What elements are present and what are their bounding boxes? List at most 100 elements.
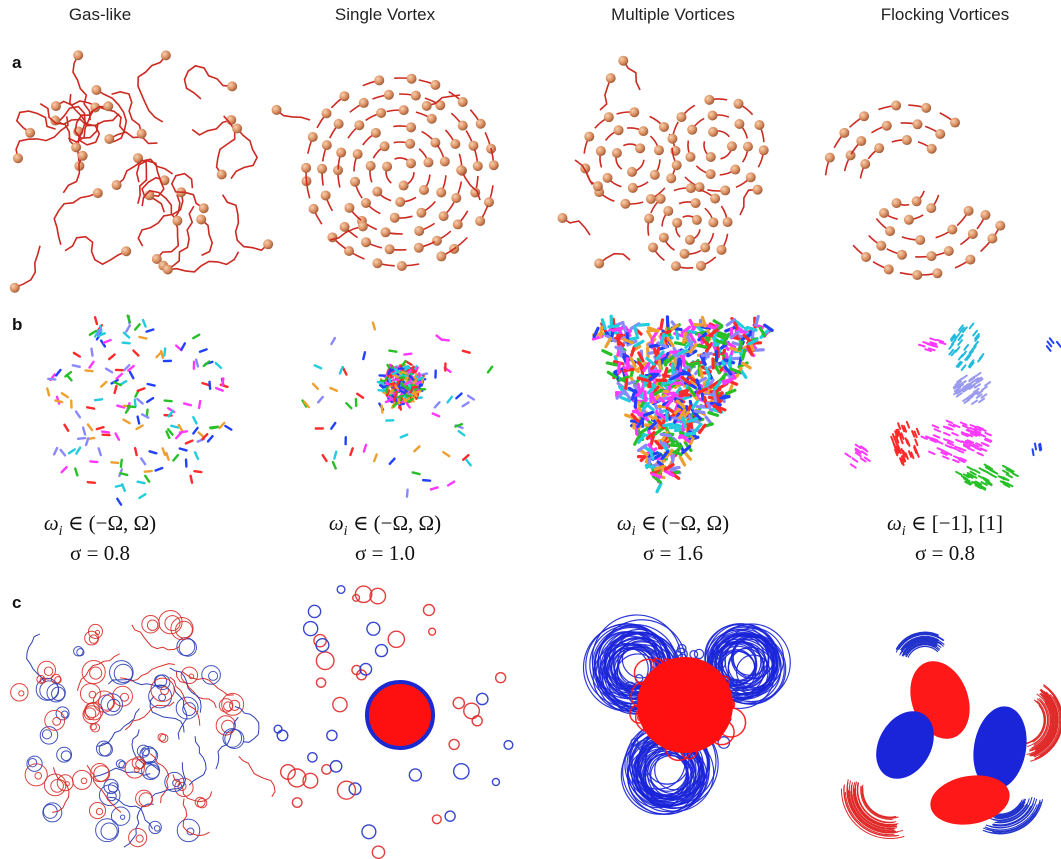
trajectory — [139, 793, 152, 806]
trail — [185, 66, 233, 99]
oscillator — [195, 452, 198, 458]
oscillator — [705, 397, 707, 406]
oscillator — [958, 340, 962, 345]
oscillator — [102, 432, 109, 433]
vortex-core — [367, 682, 433, 748]
particle — [648, 242, 658, 252]
oscillator — [409, 383, 411, 388]
oscillator — [56, 370, 60, 375]
trajectory — [337, 586, 345, 594]
oscillator — [193, 428, 197, 434]
oscillator — [845, 454, 850, 457]
oscillator — [695, 411, 704, 413]
particle — [663, 206, 673, 216]
trajectory — [496, 673, 506, 683]
oscillator — [923, 342, 929, 344]
trajectory — [472, 716, 482, 726]
particle — [440, 157, 450, 167]
symbol: ω — [617, 511, 632, 535]
oscillator — [124, 333, 129, 338]
oscillator — [117, 374, 122, 379]
particle — [692, 215, 702, 225]
oscillator — [980, 468, 985, 471]
trail — [65, 237, 126, 265]
particle — [902, 135, 912, 145]
particle — [754, 120, 764, 130]
oscillator — [95, 317, 97, 324]
oscillator — [121, 460, 122, 467]
equation-sigma: σ = 0.8 — [70, 541, 130, 565]
particle — [667, 134, 677, 144]
particle — [680, 249, 690, 259]
oscillator — [433, 413, 439, 416]
oscillator — [413, 472, 420, 474]
oscillator — [760, 328, 765, 336]
oscillator — [141, 458, 145, 464]
particle — [635, 143, 645, 153]
particle — [707, 111, 717, 121]
oscillator — [364, 445, 366, 452]
particle — [439, 211, 449, 221]
oscillator — [208, 436, 213, 441]
particle — [366, 161, 376, 171]
oscillator — [323, 455, 327, 461]
oscillator — [983, 444, 989, 446]
trajectory — [429, 628, 436, 635]
particle — [638, 126, 648, 136]
particle — [913, 119, 923, 129]
particle — [93, 188, 103, 198]
particle — [717, 245, 727, 255]
oscillator — [222, 378, 223, 385]
particle — [196, 214, 206, 224]
particle — [874, 143, 884, 153]
oscillator — [176, 433, 181, 438]
oscillator — [340, 367, 343, 373]
trajectory — [330, 761, 341, 772]
oscillator — [196, 360, 198, 367]
oscillator — [145, 471, 152, 472]
oscillator — [116, 434, 119, 440]
oscillator — [394, 384, 395, 389]
oscillator — [165, 401, 172, 402]
oscillator — [986, 472, 991, 475]
trajectory — [388, 631, 404, 647]
particle — [720, 185, 730, 195]
oscillator — [862, 451, 867, 454]
trajectory — [147, 620, 157, 630]
oscillator — [958, 450, 964, 452]
particle — [407, 74, 417, 84]
oscillator — [639, 402, 640, 411]
trajectory — [235, 706, 259, 742]
oscillator — [395, 395, 396, 400]
particle — [932, 268, 942, 278]
particle — [458, 121, 468, 131]
oscillator — [76, 448, 80, 454]
oscillator — [670, 427, 679, 428]
oscillator — [199, 401, 200, 408]
particle — [968, 229, 978, 239]
particle — [629, 107, 639, 117]
oscillator — [83, 428, 85, 435]
equation-sigma: σ = 1.0 — [355, 541, 415, 565]
oscillator — [423, 480, 430, 481]
particle — [708, 217, 718, 227]
oscillator — [1013, 473, 1018, 476]
trajectory — [224, 702, 233, 711]
oscillator — [216, 388, 223, 391]
oscillator — [448, 482, 454, 486]
oscillator — [138, 388, 145, 390]
oscillator — [1007, 474, 1012, 477]
oscillator — [962, 365, 966, 370]
oscillator — [659, 361, 660, 370]
oscillator — [663, 382, 672, 384]
trajectory — [292, 798, 302, 808]
oscillator — [646, 466, 655, 468]
trail — [623, 61, 640, 90]
oscillator — [977, 453, 983, 455]
oscillator — [389, 378, 390, 383]
oscillator — [414, 446, 419, 451]
oscillator — [626, 380, 627, 389]
oscillator — [401, 435, 407, 438]
oscillator — [670, 467, 679, 469]
trajectory — [61, 751, 71, 761]
